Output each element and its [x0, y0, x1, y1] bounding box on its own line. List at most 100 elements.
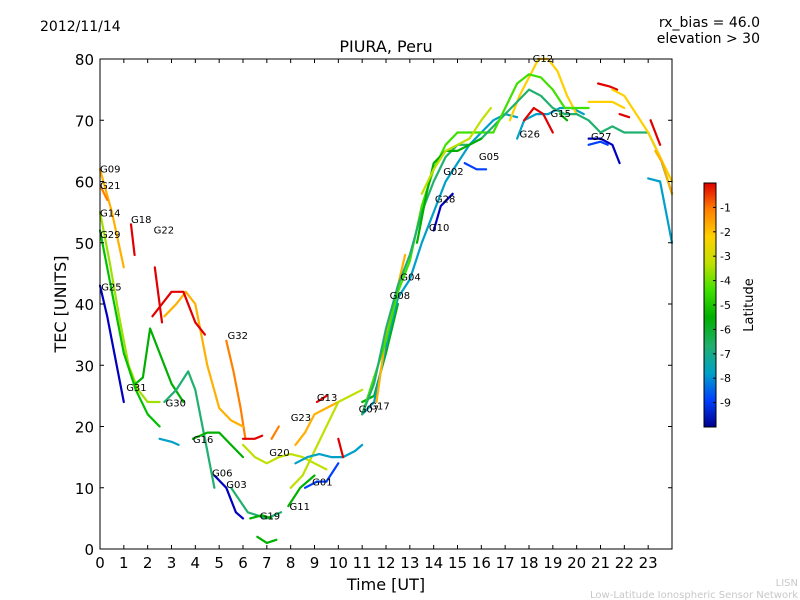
- sat-label-g04: G04: [400, 273, 420, 284]
- series-g20b: [241, 434, 264, 440]
- colorbar-tick-label: -1: [720, 201, 731, 214]
- sat-label-g15: G15: [551, 109, 571, 120]
- sat-label-g32: G32: [228, 331, 248, 342]
- series-g19b: [256, 535, 278, 544]
- series-g32c: [151, 290, 206, 336]
- x-tick-label: 5: [214, 554, 224, 572]
- elevation-label: elevation > 30: [657, 31, 760, 47]
- sat-label-g06: G06: [212, 469, 232, 480]
- sat-label-g01: G01: [312, 477, 332, 488]
- sat-label-g14: G14: [100, 208, 120, 219]
- colorbar-tick-label: -6: [720, 323, 731, 336]
- series-g20: [241, 443, 328, 471]
- x-tick-label: 10: [329, 554, 348, 572]
- series-g16b: [191, 431, 245, 459]
- colorbar-tick-label: -8: [720, 372, 731, 385]
- sat-label-g03: G03: [226, 480, 246, 491]
- series-g27b: [587, 137, 621, 165]
- x-axis-ticks: 0 1 2 3 4 5 6 7 8 9 10 11 12 13 14 15 16 17 18 19 20 21 22 23: [95, 59, 658, 572]
- series-g31: [134, 327, 185, 404]
- series-g03: [230, 486, 283, 520]
- series-g24c: [654, 149, 674, 195]
- y-axis-label: TEC [UNITS]: [51, 256, 70, 354]
- sat-label-g17: G17: [369, 401, 389, 412]
- series-g32b: [163, 290, 245, 428]
- x-tick-label: 18: [519, 554, 538, 572]
- colorbar-tick-label: -5: [720, 299, 731, 312]
- series-g28: [432, 192, 454, 232]
- colorbar-tick-label: -2: [720, 226, 731, 239]
- series-layer: [98, 57, 674, 544]
- y-axis-ticks: 0 10 20 30 40 50 60 70 80: [75, 51, 672, 559]
- x-tick-label: 2: [143, 554, 153, 572]
- y-tick-label: 0: [84, 541, 94, 559]
- plot-area: [100, 59, 672, 549]
- rx-bias-label: rx_bias = 46.0: [659, 15, 760, 31]
- series-g19: [249, 514, 273, 520]
- series-g27e: [597, 82, 619, 91]
- sat-label-g18: G18: [131, 215, 151, 226]
- x-tick-label: 22: [615, 554, 634, 572]
- x-tick-label: 14: [424, 554, 443, 572]
- sat-label-g08: G08: [390, 291, 410, 302]
- colorbar-tick-label: -7: [720, 348, 731, 361]
- sat-label-g10: G10: [429, 223, 449, 234]
- colorbar-tick-label: -3: [720, 250, 731, 263]
- series-g11: [287, 474, 316, 508]
- sat-label-g23: G23: [291, 413, 311, 424]
- series-g09: [98, 168, 125, 269]
- series-g27: [587, 140, 609, 146]
- chart-title: PIURA, Peru: [339, 37, 432, 56]
- credit-lisn: LISN: [776, 578, 798, 589]
- series-g32: [225, 339, 247, 440]
- series-g05: [463, 162, 488, 171]
- series-g08: [361, 113, 519, 416]
- sat-label-g25: G25: [101, 283, 121, 294]
- series-g15: [558, 113, 569, 122]
- x-tick-label: 23: [639, 554, 658, 572]
- y-tick-label: 70: [75, 112, 94, 130]
- y-tick-label: 60: [75, 174, 94, 192]
- sat-label-g29: G29: [100, 230, 120, 241]
- y-tick-label: 20: [75, 419, 94, 437]
- series-g24b: [647, 177, 674, 244]
- sat-label-g13: G13: [317, 393, 337, 404]
- x-tick-label: 6: [238, 554, 248, 572]
- credit-network: Low-Latitude Ionospheric Sensor Network: [590, 590, 798, 600]
- x-tick-label: 19: [543, 554, 562, 572]
- sat-label-g12: G12: [533, 54, 553, 65]
- x-tick-label: 21: [591, 554, 610, 572]
- series-g13b: [289, 388, 364, 489]
- series-g12b: [492, 73, 590, 134]
- x-tick-label: 13: [400, 554, 419, 572]
- x-tick-label: 20: [567, 554, 586, 572]
- series-g01b: [303, 462, 340, 489]
- sat-label-g09: G09: [100, 164, 120, 175]
- series-g06: [213, 474, 245, 520]
- colorbar-tick-label: -9: [720, 397, 731, 410]
- colorbar-ticks: -1 -2 -3 -4 -5 -6 -7 -8 -9: [713, 201, 731, 410]
- series-g13: [315, 394, 328, 404]
- x-tick-label: 17: [496, 554, 515, 572]
- sat-label-g05: G05: [479, 152, 499, 163]
- sat-label-g20: G20: [269, 448, 289, 459]
- series-g24: [649, 119, 662, 146]
- x-tick-label: 8: [286, 554, 296, 572]
- series-g30: [163, 370, 216, 489]
- y-tick-label: 30: [75, 357, 94, 375]
- series-g27g: [618, 113, 631, 119]
- sat-label-g30: G30: [166, 398, 186, 409]
- y-tick-label: 80: [75, 51, 94, 69]
- series-g21: [100, 186, 109, 201]
- sat-label-g21: G21: [100, 181, 120, 192]
- x-tick-label: 4: [191, 554, 201, 572]
- sat-label-g02: G02: [443, 167, 463, 178]
- sat-label-g19: G19: [260, 512, 280, 523]
- sat-label-g27: G27: [591, 132, 611, 143]
- x-tick-label: 16: [472, 554, 491, 572]
- x-tick-label: 7: [262, 554, 272, 572]
- series-g07: [337, 437, 345, 459]
- sat-label-g26: G26: [520, 129, 540, 140]
